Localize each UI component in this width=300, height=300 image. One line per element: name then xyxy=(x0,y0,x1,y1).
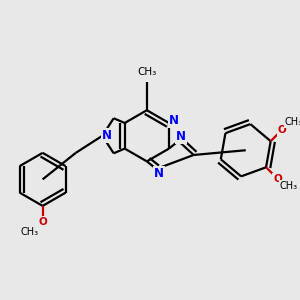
Text: N: N xyxy=(176,130,186,143)
Text: N: N xyxy=(102,129,112,142)
Text: CH₃: CH₃ xyxy=(284,117,300,127)
Text: O: O xyxy=(278,125,286,135)
Text: O: O xyxy=(273,174,282,184)
Text: N: N xyxy=(169,114,179,127)
Text: N: N xyxy=(154,167,164,180)
Text: CH₃: CH₃ xyxy=(280,181,298,191)
Text: CH₃: CH₃ xyxy=(20,227,38,237)
Text: O: O xyxy=(38,217,47,227)
Text: CH₃: CH₃ xyxy=(137,67,157,77)
